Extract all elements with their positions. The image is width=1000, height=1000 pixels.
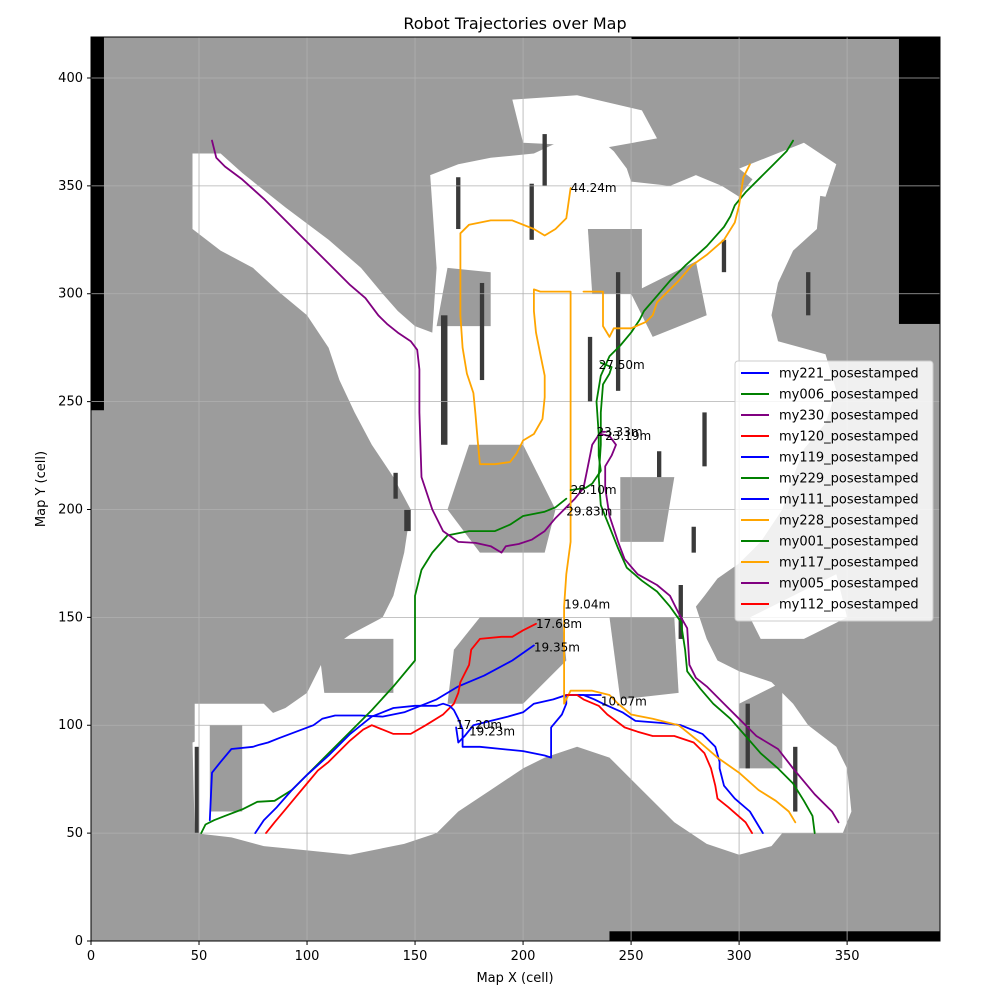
y-tick-label: 50 [66,826,83,841]
legend-label-my221_posestamped: my221_posestamped [779,367,919,382]
map-wall-0 [440,315,448,445]
map-wall-17 [721,239,727,273]
series-line-my119_posestamped [254,694,602,834]
series-line-my005_posestamped [599,433,840,824]
distance-annotations: 19.35m 29.83m 23.19m 17.68m 10.07m 27.50m 17.2… [456,181,651,739]
axis-ticks: 0 50 100 150 200 250 300 350 0 50 100 150 200 250 300 3… [58,71,859,964]
map-unknown-island-3 [609,617,679,700]
map-wall-15 [194,746,200,834]
map-border-top [631,37,899,39]
series-line-my120_posestamped [265,622,537,834]
distance-label-my001_posestamped: 28.10m [571,483,617,497]
distance-label-my006_posestamped: 29.83m [566,505,612,519]
legend-label-my230_posestamped: my230_posestamped [779,409,919,424]
legend-label-my120_posestamped: my120_posestamped [779,430,919,445]
series-line-my228_posestamped [459,187,797,824]
distance-label-my221_posestamped: 19.35m [534,641,580,655]
map-unknown-island-4 [317,638,394,693]
map-unknown-island-0 [436,267,491,327]
legend-label-my229_posestamped: my229_posestamped [779,472,919,487]
x-tick-label: 0 [87,949,95,964]
y-tick-label: 100 [58,718,83,733]
map-wall-10 [793,746,798,812]
legend-label-my111_posestamped: my111_posestamped [779,493,919,508]
x-tick-label: 300 [727,949,752,964]
distance-label-my111_posestamped: 17.20m [456,718,502,732]
map-wall-8 [702,412,707,467]
distance-label-my119_posestamped: 10.07m [601,695,647,709]
legend-label-my005_posestamped: my005_posestamped [779,577,919,592]
x-axis-label: Map X (cell) [476,971,553,986]
legend-label-my001_posestamped: my001_posestamped [779,535,919,550]
y-tick-label: 300 [58,287,83,302]
legend-label-my112_posestamped: my112_posestamped [779,598,919,613]
map-free-space-0 [512,95,657,147]
chart-title: Robot Trajectories over Map [403,14,626,33]
map-wall-12 [657,451,662,478]
map-border-topright [898,37,940,324]
plot-frame [90,36,941,942]
legend: my221_posestamped my006_posestamped my230_… [734,360,934,622]
map-free-space-1 [739,142,837,197]
x-tick-label: 250 [619,949,644,964]
series-line-my230_posestamped [211,139,607,554]
distance-label-my229_posestamped: 27.50m [599,358,645,372]
map-wall-9 [745,703,750,769]
map-wall-14 [404,509,411,532]
y-tick-label: 250 [58,395,83,410]
x-tick-label: 350 [835,949,860,964]
series-line-my229_posestamped [597,361,816,834]
distance-label-my112_posestamped: 19.23m [469,725,515,739]
map-wall-13 [393,472,398,499]
map-wall-2 [542,134,547,186]
map-unknown-island-2 [447,617,567,704]
y-tick-label: 400 [58,71,83,86]
x-tick-label: 100 [295,949,320,964]
map-wall-6 [479,282,485,381]
y-axis-label: Map Y (cell) [34,451,49,527]
map-wall-5 [615,272,621,391]
y-tick-label: 200 [58,502,83,517]
y-tick-label: 150 [58,610,83,625]
series-line-my001_posestamped [569,139,794,491]
map-unknown-island-7 [209,725,243,812]
legend-label-my119_posestamped: my119_posestamped [779,451,919,466]
map-wall-4 [587,336,593,402]
series-line-my112_posestamped [565,694,753,834]
series-group [200,139,840,834]
x-tick-label: 150 [403,949,428,964]
map-unknown-island-1 [447,444,556,553]
x-tick-label: 50 [191,949,208,964]
series-line-my006_posestamped [200,497,568,834]
distance-label-my117_posestamped: 19.04m [564,597,610,611]
legend-box [734,360,934,622]
legend-label-my006_posestamped: my006_posestamped [779,388,919,403]
map-wall-7 [678,585,683,639]
series-line-my111_posestamped [455,694,764,834]
distance-label-my230_posestamped: 23.19m [605,429,651,443]
x-tick-label: 200 [511,949,536,964]
map-border-bottom [609,931,940,941]
y-tick-label: 0 [75,934,83,949]
map-unknown-island-5 [587,229,642,294]
map-border-left [91,37,104,411]
y-tick-label: 350 [58,179,83,194]
legend-label-my117_posestamped: my117_posestamped [779,556,919,571]
distance-label-my228_posestamped: 44.24m [571,181,617,195]
distance-label-my005_posestamped: 23.33m [597,425,643,439]
series-line-my117_posestamped [582,163,751,338]
legend-label-my228_posestamped: my228_posestamped [779,514,919,529]
map-wall-16 [691,526,696,553]
map-wall-3 [529,183,534,240]
series-line-my221_posestamped [208,644,535,822]
map-wall-1 [456,177,461,230]
distance-label-my120_posestamped: 17.68m [536,617,582,631]
